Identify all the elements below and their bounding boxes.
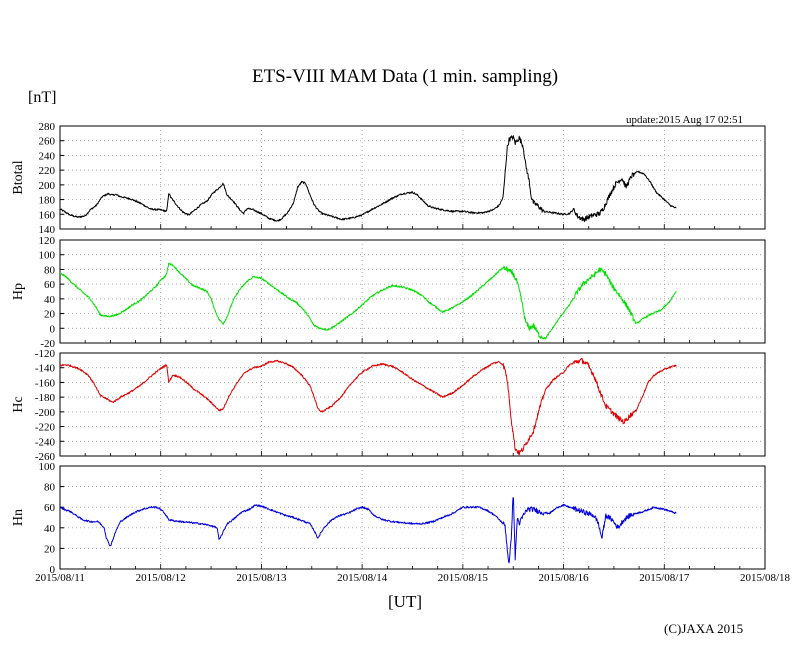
y-tick-label: 180 (39, 195, 56, 207)
y-tick-label: -160 (35, 377, 56, 389)
y-tick-label: 80 (44, 264, 56, 276)
x-tick-label: 2015/08/18 (740, 572, 791, 584)
y-tick-label: -20 (40, 338, 55, 350)
y-tick-label: -200 (35, 407, 56, 419)
x-tick-label: 2015/08/16 (539, 572, 590, 584)
y-tick-label: 200 (39, 180, 56, 192)
y-tick-label: -260 (35, 451, 56, 463)
y-tick-label: 20 (44, 543, 56, 555)
y-tick-label: 0 (50, 564, 56, 576)
y-tick-label: 40 (44, 523, 56, 535)
y-tick-label: 260 (39, 136, 56, 148)
update-timestamp: update:2015 Aug 17 02:51 (626, 114, 744, 126)
series-line-btotal (59, 135, 677, 223)
y-tick-label: 280 (39, 121, 56, 133)
x-tick-label: 2015/08/12 (136, 572, 186, 584)
x-tick-label: 2015/08/11 (35, 572, 85, 584)
copyright-credit: (C)JAXA 2015 (664, 621, 744, 636)
y-tick-label: 80 (44, 482, 56, 494)
y-tick-label: 120 (39, 235, 56, 247)
unit-label: [nT] (28, 89, 57, 106)
panel-frame-hn (59, 465, 766, 570)
y-tick-label: 240 (39, 150, 56, 162)
x-tick-label: 2015/08/13 (236, 572, 287, 584)
chart-title: ETS-VIII MAM Data (1 min. sampling) (251, 66, 559, 87)
y-tick-label: 60 (44, 279, 56, 291)
y-tick-label: 100 (39, 250, 56, 262)
y-tick-label: 60 (44, 502, 56, 514)
x-axis-label: [UT] (388, 592, 422, 611)
panel-label-btotal: Btotal (11, 160, 26, 194)
series-line-hp (59, 262, 677, 340)
y-tick-label: -140 (35, 363, 56, 375)
panel-label-hn: Hn (11, 509, 26, 526)
series-line-hc (59, 357, 677, 456)
y-tick-label: 40 (44, 294, 56, 306)
panel-frame-btotal (59, 125, 766, 230)
panel-frame-hc (59, 352, 766, 457)
y-tick-label: -240 (35, 436, 56, 448)
y-tick-label: -120 (35, 348, 56, 360)
x-tick-label: 2015/08/17 (639, 572, 690, 584)
series-line-hn (59, 497, 677, 564)
y-tick-label: -220 (35, 422, 56, 434)
y-tick-label: 0 (50, 323, 56, 335)
x-tick-label: 2015/08/14 (337, 572, 388, 584)
y-tick-label: 20 (44, 309, 56, 321)
y-tick-label: 140 (39, 224, 56, 236)
y-tick-label: 160 (39, 209, 56, 221)
y-tick-label: -180 (35, 392, 56, 404)
y-tick-label: 220 (39, 165, 56, 177)
x-tick-label: 2015/08/15 (438, 572, 489, 584)
y-tick-label: 100 (39, 461, 56, 473)
panel-label-hp: Hp (11, 283, 26, 300)
panel-label-hc: Hc (11, 396, 26, 412)
panel-frame-hp (59, 239, 766, 344)
